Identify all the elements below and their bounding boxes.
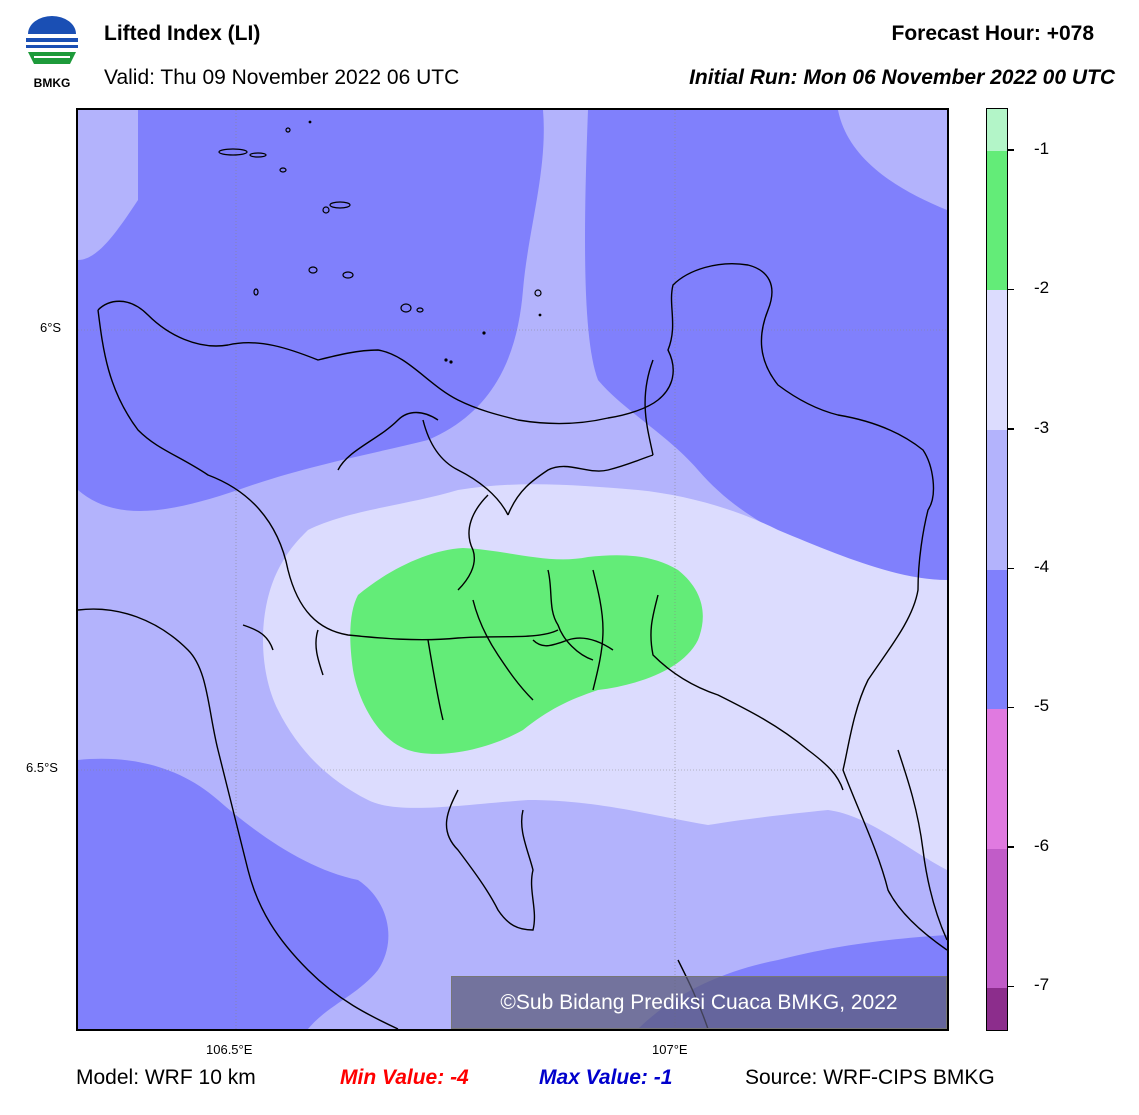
colorbar-tick-mark — [1008, 428, 1014, 430]
footer-max-value: Max Value: -1 — [539, 1066, 673, 1089]
li-contour-darkblue-north — [78, 110, 544, 511]
colorbar-tick-mark — [1008, 567, 1014, 569]
li-contour-green-center — [350, 548, 703, 754]
small-island-dots — [308, 120, 542, 364]
colorbar-tick-label: -2 — [1034, 278, 1050, 298]
colorbar-segment-gt_-1 — [987, 109, 1007, 151]
colorbar-segment-lt_-7 — [987, 988, 1007, 1030]
colorbar — [986, 108, 1008, 1031]
map-panel — [76, 108, 949, 1031]
colorbar-segment--3_-2 — [987, 290, 1007, 430]
initial-run: Initial Run: Mon 06 November 2022 00 UTC — [689, 66, 1115, 89]
page-title: Lifted Index (LI) — [104, 22, 261, 45]
colorbar-tick-mark — [1008, 149, 1014, 151]
bmkg-logo-icon — [20, 12, 84, 92]
lon-label-106-5e: 106.5°E — [206, 1042, 253, 1057]
lat-label-6-5s: 6.5°S — [26, 760, 58, 775]
thousand-islands — [218, 127, 542, 313]
colorbar-tick-label: -5 — [1034, 696, 1050, 716]
logo-text: BMKG — [33, 76, 71, 90]
colorbar-segment--4_-3 — [987, 429, 1007, 570]
lat-label-6s: 6°S — [40, 320, 62, 335]
colorbar-segment--2_-1 — [987, 150, 1007, 291]
colorbar-tick-mark — [1008, 706, 1014, 709]
colorbar-tick-mark — [1008, 288, 1014, 291]
valid-time: Valid: Thu 09 November 2022 06 UTC — [104, 66, 460, 89]
footer-model: Model: WRF 10 km — [76, 1066, 256, 1089]
colorbar-tick-label: -1 — [1034, 138, 1050, 158]
colorbar-segment--5_-4 — [987, 569, 1007, 710]
colorbar-tick-mark — [1008, 985, 1014, 988]
copyright-watermark: ©Sub Bidang Prediksi Cuaca BMKG, 2022 — [451, 976, 947, 1029]
forecast-hour: Forecast Hour: +078 — [891, 22, 1095, 45]
colorbar-tick-label: -3 — [1034, 417, 1050, 437]
colorbar-tick-label: -4 — [1034, 557, 1050, 576]
footer-source: Source: WRF-CIPS BMKG — [745, 1066, 995, 1089]
colorbar-segment--6_-5 — [987, 709, 1007, 849]
li-contour-darkblue-southwest — [78, 758, 389, 1029]
li-contour-darkblue-northeast — [585, 110, 947, 580]
footer-min-value: Min Value: -4 — [340, 1066, 469, 1089]
administrative-boundaries — [78, 263, 947, 1029]
colorbar-tick-label: -6 — [1034, 835, 1050, 855]
colorbar-tick-label: -7 — [1034, 975, 1050, 995]
colorbar-segment--7_-6 — [987, 848, 1007, 989]
colorbar-tick-mark — [1008, 846, 1014, 848]
lon-label-107e: 107°E — [652, 1042, 688, 1057]
